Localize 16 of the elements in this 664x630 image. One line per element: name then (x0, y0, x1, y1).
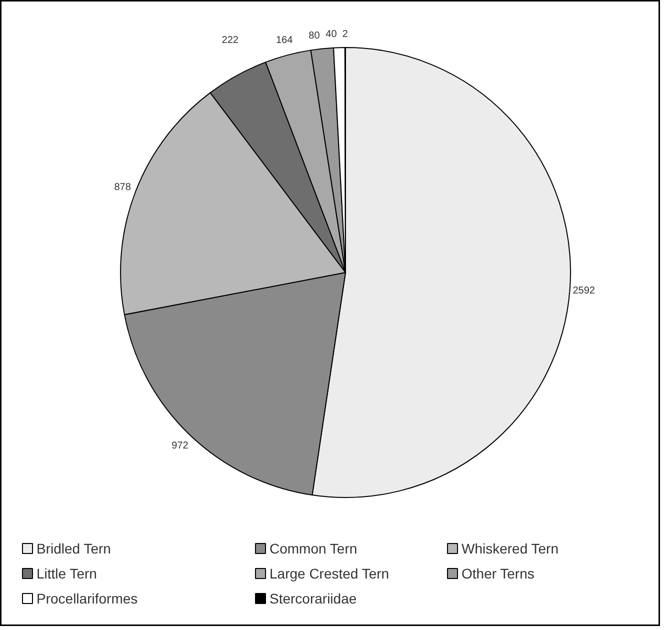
legend-label: Stercorariidae (270, 590, 357, 606)
legend-label: Other Terns (462, 566, 534, 582)
legend-label: Whiskered Tern (462, 540, 559, 556)
data-label: 164 (276, 35, 294, 46)
data-label: 40 (326, 29, 338, 40)
data-label: 878 (114, 182, 132, 193)
data-label: 80 (308, 30, 320, 42)
legend-label: Procellariformes (36, 590, 138, 606)
legend-label: Bridled Tern (36, 540, 111, 556)
legend-label: Large Crested Tern (270, 566, 390, 582)
data-label: 972 (172, 440, 189, 452)
data-label: 2 (342, 29, 348, 40)
legend-label: Little Tern (36, 566, 97, 582)
data-label: 222 (222, 35, 239, 46)
legend-label: Common Tern (270, 540, 358, 556)
data-label: 2592 (572, 286, 596, 297)
